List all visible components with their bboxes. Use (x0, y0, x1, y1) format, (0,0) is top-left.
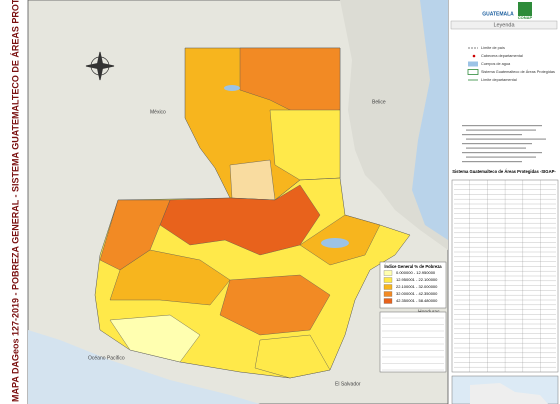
legend-label: 12.950001 - 22.100000 (396, 277, 438, 282)
ocean (28, 330, 260, 404)
note-line (462, 143, 532, 145)
note-line (462, 134, 522, 136)
legend-swatch (383, 277, 393, 283)
legend-label: 22.100001 - 32.000000 (396, 284, 438, 289)
north-arrow (85, 51, 115, 81)
region (109, 249, 231, 306)
legend-label: Límite de país (481, 46, 505, 50)
map-label: Belice (372, 99, 386, 105)
note-line (462, 152, 542, 154)
legend-title: Leyenda (493, 22, 515, 28)
lake (321, 238, 349, 248)
inset-land (470, 383, 548, 404)
legend-header (450, 20, 558, 30)
legend-swatch (383, 291, 393, 297)
legend-label: 42.350001 - 58.480000 (396, 298, 438, 303)
legend-label: Sistema Guatemalteco de Áreas Protegidas (481, 70, 555, 74)
map-label: El Salvador (335, 381, 361, 387)
sea (412, 0, 448, 240)
legend-swatch (383, 298, 393, 304)
region (229, 159, 276, 201)
logo-area (450, 0, 560, 20)
map-label: México (150, 109, 166, 115)
note-line (466, 129, 536, 131)
sigap-title: Sistema Guatemalteco de Áreas Protegidas… (452, 169, 556, 174)
legend-label: Cabecera departamental (481, 54, 523, 58)
legend-swatch (383, 270, 393, 276)
legend-symbol (467, 69, 479, 75)
map-title: MAPA DAGeos 127-2019 - POBREZA GENERAL -… (10, 0, 20, 402)
legend-swatch (383, 284, 393, 290)
logo-icon (518, 2, 532, 16)
legend-title: Índice General % de Pobreza (384, 264, 442, 269)
legend-label: Cuerpos de agua (481, 62, 511, 66)
legend-symbol (468, 61, 478, 67)
region (109, 314, 201, 363)
note-line (462, 125, 542, 127)
lake (224, 85, 240, 91)
legend-label: Límite departamental (481, 78, 517, 82)
legend-label: 0.000000 - 12.950000 (396, 270, 436, 275)
note-line (466, 138, 546, 140)
logo: CONAP (518, 15, 533, 20)
region (219, 274, 331, 336)
legend-label: 32.000001 - 42.350000 (396, 291, 438, 296)
note-line (462, 161, 522, 163)
stats-table (379, 311, 447, 373)
legend-symbol (472, 54, 476, 58)
note-line (466, 147, 526, 149)
logo: GUATEMALA (482, 11, 514, 17)
map-label: Océano Pacífico (88, 355, 125, 361)
note-line (466, 156, 536, 158)
region (254, 334, 331, 379)
